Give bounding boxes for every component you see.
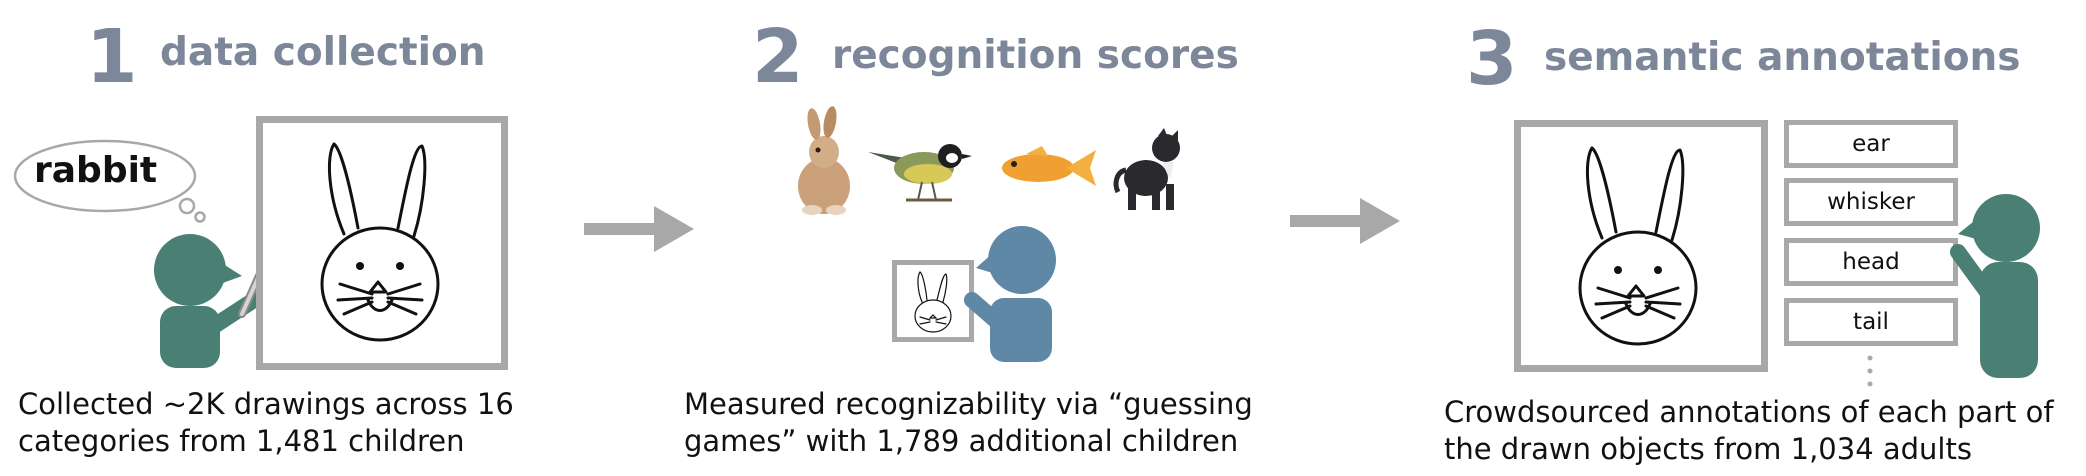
fish-photo-icon: [1002, 146, 1096, 186]
adult-annotator-icon: [1950, 194, 2040, 378]
stage-2-caption: Measured recognizability via “guessing g…: [684, 386, 1253, 460]
stage-1-caption: Collected ~2K drawings across 16 categor…: [18, 386, 514, 460]
rabbit-drawing-1: [320, 142, 440, 342]
part-label-whisker[interactable]: whisker: [1784, 178, 1958, 226]
dog-photo-icon: [1113, 128, 1180, 210]
stage-1-caption-line-1: Collected ~2K drawings across 16: [18, 387, 514, 421]
more-labels-ellipsis-icon: [1867, 355, 1873, 387]
drawing-card-2: [892, 260, 974, 342]
rabbit-drawing-3: [1578, 146, 1698, 346]
part-label-tail[interactable]: tail: [1784, 298, 1958, 346]
bird-photo-icon: [868, 144, 972, 202]
rabbit-photo-icon: [798, 106, 850, 215]
stage-2-caption-line-1: Measured recognizability via “guessing: [684, 387, 1253, 421]
stage-3-title: semantic annotations: [1544, 35, 2021, 80]
arrow-right-icon: [1290, 198, 1400, 244]
stage-3-caption-line-1: Crowdsourced annotations of each part of: [1444, 395, 2054, 429]
stage-3-number: 3: [1466, 16, 1518, 102]
stage-2-title: recognition scores: [832, 33, 1239, 78]
rabbit-drawing-2: [914, 271, 952, 333]
speech-bubble-icon: [13, 139, 206, 223]
stage-1-caption-line-2: categories from 1,481 children: [18, 424, 465, 459]
stage-2-number: 2: [752, 14, 804, 100]
stage-3-caption-line-2: the drawn objects from 1,034 adults: [1444, 432, 1972, 467]
part-label-ear[interactable]: ear: [1784, 120, 1958, 168]
child-drawer-icon: [154, 234, 270, 368]
drawing-canvas-3: [1514, 120, 1768, 372]
stage-1-number: 1: [86, 14, 138, 100]
child-guesser-icon: [964, 226, 1056, 362]
arrow-right-icon: [584, 206, 694, 252]
drawing-canvas-1: [256, 116, 508, 370]
stage-1-title: data collection: [160, 30, 486, 75]
part-label-head[interactable]: head: [1784, 238, 1958, 286]
stage-2-caption-line-2: games” with 1,789 additional children: [684, 424, 1239, 459]
stage-3-caption: Crowdsourced annotations of each part of…: [1444, 394, 2054, 468]
speech-bubble-word: rabbit: [34, 150, 158, 191]
